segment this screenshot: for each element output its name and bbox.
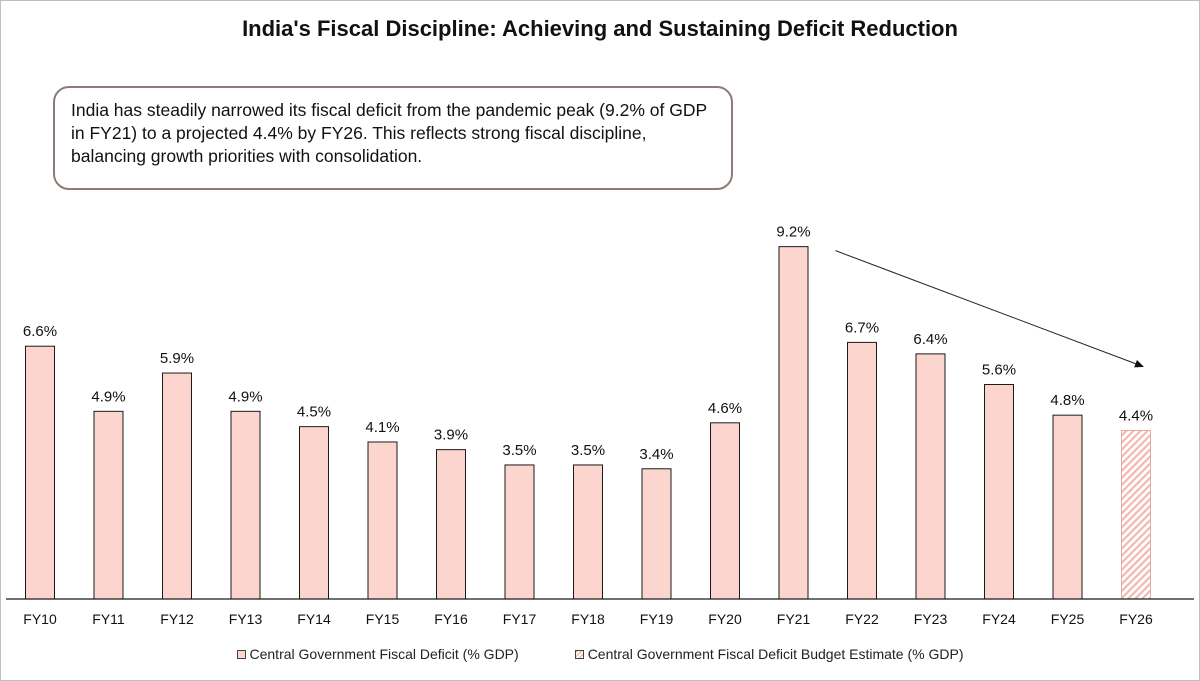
value-label-fy13: 4.9% [228,388,262,405]
value-label-fy18: 3.5% [571,442,605,459]
tick-label-fy10: FY10 [23,611,57,627]
bar-fy24 [984,384,1014,600]
bar-fy22 [847,341,877,600]
tick-label-fy14: FY14 [297,611,331,627]
tick-label-fy26: FY26 [1119,611,1153,627]
value-label-fy19: 3.4% [639,446,673,463]
bar-fy25 [1052,414,1083,600]
tick-label-fy19: FY19 [640,611,674,627]
bar-fy20 [710,422,740,600]
tick-label-fy20: FY20 [708,611,742,627]
tick-label-fy25: FY25 [1051,611,1085,627]
bar-fy19 [641,468,672,600]
value-label-fy21: 9.2% [776,224,810,241]
bar-fy11 [93,410,124,600]
value-label-fy22: 6.7% [845,319,879,336]
bar-fy17 [504,464,535,600]
legend-swatch-budget-estimate [574,649,584,659]
bar-fy12 [162,372,192,600]
value-label-fy16: 3.9% [434,427,468,444]
value-label-fy26: 4.4% [1119,407,1153,424]
value-label-fy24: 5.6% [982,362,1016,379]
legend-item-actual: Central Government Fiscal Deficit (% GDP… [236,646,519,662]
tick-label-fy12: FY12 [160,611,194,627]
annotation-text: India has steadily narrowed its fiscal d… [71,100,707,166]
bar-fy14 [299,426,329,600]
value-label-fy17: 3.5% [502,442,536,459]
tick-label-fy24: FY24 [982,611,1016,627]
tick-label-fy21: FY21 [777,611,811,627]
value-label-fy14: 4.5% [297,404,331,421]
tick-label-fy18: FY18 [571,611,605,627]
value-label-fy23: 6.4% [913,331,947,348]
value-label-fy10: 6.6% [23,323,57,340]
bar-fy26 [1121,429,1151,600]
tick-label-fy17: FY17 [503,611,537,627]
value-label-fy20: 4.6% [708,400,742,417]
tick-label-fy15: FY15 [366,611,400,627]
bar-fy13 [230,410,261,600]
bar-fy15 [367,441,398,600]
bar-fy16 [436,449,466,600]
bar-fy21 [778,246,809,600]
value-label-fy11: 4.9% [91,388,125,405]
value-label-fy12: 5.9% [160,350,194,367]
bar-fy18 [573,464,603,600]
value-label-fy15: 4.1% [365,419,399,436]
tick-label-fy23: FY23 [914,611,948,627]
legend-swatch-actual [236,649,246,659]
tick-label-fy16: FY16 [434,611,468,627]
bar-fy10 [25,345,55,600]
legend-item-budget-estimate: Central Government Fiscal Deficit Budget… [574,646,964,662]
tick-label-fy13: FY13 [229,611,263,627]
legend: Central Government Fiscal Deficit (% GDP… [0,646,1200,662]
value-label-fy25: 4.8% [1050,392,1084,409]
tick-label-fy11: FY11 [92,611,125,627]
annotation-callout: India has steadily narrowed its fiscal d… [53,86,733,190]
chart-title: India's Fiscal Discipline: Achieving and… [242,16,958,41]
tick-label-fy22: FY22 [845,611,879,627]
legend-label-budget-estimate: Central Government Fiscal Deficit Budget… [587,646,964,662]
legend-label-actual: Central Government Fiscal Deficit (% GDP… [249,646,519,662]
bar-fy23 [915,353,946,600]
trend-arrow [835,250,1144,368]
